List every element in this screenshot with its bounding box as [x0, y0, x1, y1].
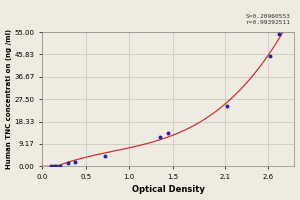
Point: [57, 164, 62, 167]
Point: [54, 165, 58, 168]
Point: [224, 105, 229, 108]
Point: [49, 165, 53, 168]
Point: [102, 154, 107, 158]
Point: [66, 162, 71, 165]
Text: S=0.20960553
r=0.99392511: S=0.20960553 r=0.99392511: [246, 14, 291, 25]
Y-axis label: Human TNC concentrati on (ng /ml): Human TNC concentrati on (ng /ml): [6, 29, 12, 169]
Point: [268, 55, 272, 58]
Point: [276, 33, 281, 36]
Point: [73, 160, 78, 163]
Point: [166, 132, 171, 135]
Point: [157, 135, 162, 139]
Point: [51, 165, 56, 168]
X-axis label: Optical Density: Optical Density: [132, 185, 205, 194]
